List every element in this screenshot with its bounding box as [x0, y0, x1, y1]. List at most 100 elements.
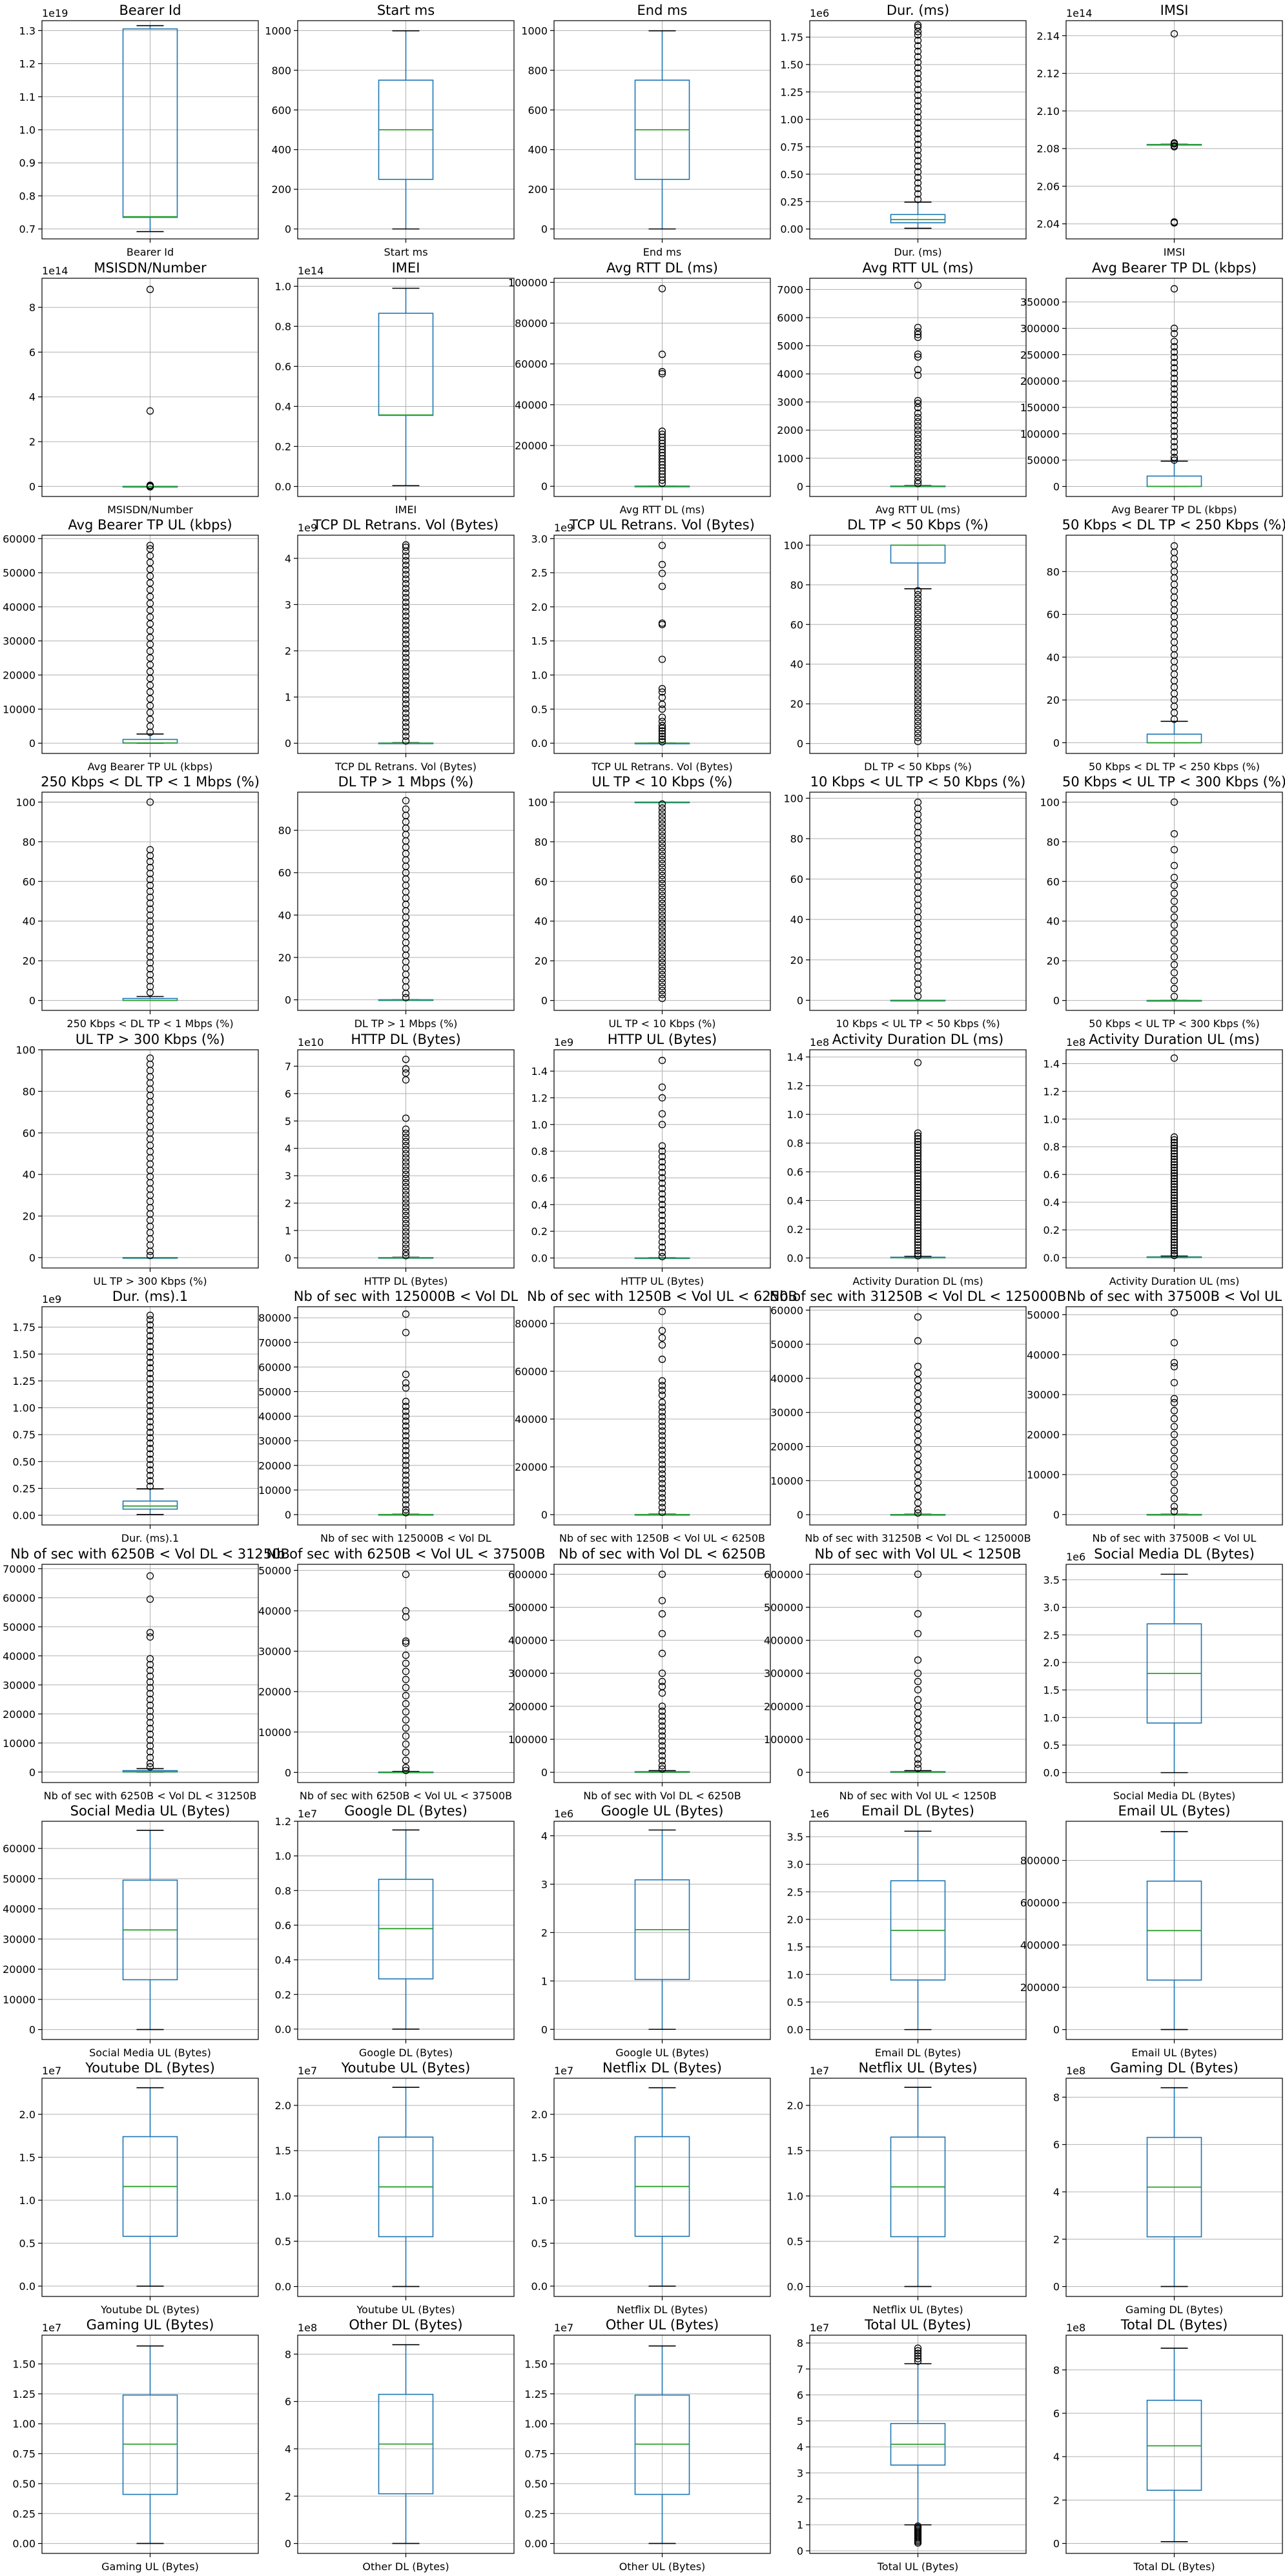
- y-tick-label: 4: [285, 1143, 291, 1155]
- y-tick-label: 800: [528, 65, 548, 77]
- y-tick-label: 20: [23, 1211, 36, 1223]
- x-tick-label: Other DL (Bytes): [362, 2561, 449, 2573]
- outlier-point: [1170, 953, 1178, 961]
- y-tick-label: 20: [1047, 694, 1060, 706]
- outlier-point: [914, 1224, 922, 1232]
- outlier-point: [914, 1748, 922, 1757]
- outlier-point: [914, 1229, 922, 1238]
- outlier-point: [914, 119, 922, 127]
- outlier-point: [1170, 561, 1178, 569]
- y-tick-label: 100000: [508, 276, 548, 289]
- outlier-point: [914, 1187, 922, 1194]
- outlier-point: [914, 413, 922, 422]
- outlier-point: [658, 943, 666, 951]
- iqr-box: [122, 1500, 178, 1510]
- outlier-point: [402, 957, 410, 966]
- chart-title: Nb of sec with 6250B < Vol UL < 37500B: [266, 1546, 545, 1562]
- outlier-point: [146, 894, 154, 901]
- outlier-point: [1170, 574, 1178, 582]
- x-tick-label: Email DL (Bytes): [875, 2047, 961, 2059]
- y-tick-label: 40000: [770, 1373, 803, 1385]
- y-tick-label: 600000: [764, 1568, 803, 1580]
- y-tick-label: 800000: [1020, 1855, 1060, 1867]
- outlier-point: [402, 1398, 410, 1406]
- y-tick-label: 0: [285, 737, 291, 750]
- outlier-point: [146, 1695, 154, 1703]
- outlier-point: [146, 695, 154, 703]
- outlier-point: [658, 1398, 666, 1406]
- outlier-point: [1170, 1487, 1178, 1495]
- y-tick-label: 1.0: [531, 670, 548, 682]
- outlier-point: [914, 1670, 922, 1677]
- outlier-point: [658, 1702, 666, 1710]
- y-tick-label: 0: [541, 2023, 548, 2036]
- outlier-point: [1170, 992, 1178, 1001]
- y-tick-label: 0.4: [787, 1194, 803, 1207]
- outlier-point: [914, 718, 922, 726]
- outlier-point: [146, 407, 154, 415]
- y-tick-label: 0: [797, 1766, 803, 1779]
- y-tick-label: 60: [23, 875, 36, 888]
- outlier-point: [658, 895, 666, 903]
- outlier-point: [146, 1418, 154, 1426]
- y-tick-label: 2: [285, 645, 291, 657]
- outlier-point: [914, 1212, 922, 1220]
- outlier-point: [402, 1675, 410, 1684]
- y-tick-label: 0.0: [787, 1252, 803, 1264]
- outlier-point: [402, 1668, 410, 1675]
- outlier-point: [658, 1670, 666, 1677]
- outlier-point: [1170, 1447, 1178, 1455]
- y-tick-label: 40: [23, 1169, 36, 1181]
- chart-title: Social Media DL (Bytes): [1094, 1546, 1255, 1562]
- y-tick-label: 60: [790, 618, 803, 631]
- outlier-point: [146, 1380, 154, 1388]
- y-tick-label: 0: [285, 2538, 291, 2550]
- axes-frame: [297, 792, 515, 1011]
- outlier-point: [658, 1185, 666, 1192]
- outlier-point: [402, 994, 410, 1001]
- y-tick-label: 1.5: [787, 2145, 803, 2157]
- y-tick-label: 1.0: [531, 2194, 548, 2207]
- iqr-box: [378, 2136, 434, 2238]
- outlier-point: [914, 422, 922, 430]
- iqr-box: [378, 999, 434, 1001]
- y-tick-label: 7000: [777, 283, 803, 296]
- iqr-box: [634, 2394, 690, 2495]
- outlier-point: [914, 702, 922, 710]
- outlier-point: [146, 545, 154, 553]
- outlier-point: [146, 681, 154, 690]
- outlier-point: [914, 1175, 922, 1183]
- outlier-point: [658, 1630, 666, 1638]
- outlier-point: [914, 2352, 922, 2360]
- axes-frame: [809, 1564, 1027, 1783]
- y-tick-label: 20000: [3, 1708, 36, 1721]
- outlier-point: [914, 1451, 922, 1459]
- outlier-point: [402, 1371, 410, 1378]
- outlier-point: [914, 460, 922, 468]
- outlier-point: [402, 983, 410, 991]
- outlier-point: [914, 646, 922, 654]
- outlier-point: [914, 2534, 922, 2542]
- outlier-point: [146, 1321, 154, 1329]
- y-tick-label: 0.0: [787, 2281, 803, 2293]
- outlier-point: [1170, 639, 1178, 646]
- chart-title: DL TP < 50 Kbps (%): [847, 517, 989, 533]
- outlier-point: [1170, 881, 1178, 890]
- outlier-point: [1170, 702, 1178, 710]
- outlier-point: [146, 1326, 154, 1334]
- outlier-point: [402, 919, 410, 928]
- y-tick-label: 3: [797, 2467, 803, 2479]
- outlier-point: [146, 1222, 154, 1231]
- outlier-point: [914, 1241, 922, 1249]
- outlier-point: [914, 1227, 922, 1234]
- outlier-point: [146, 1191, 154, 1199]
- y-tick-label: 2.0: [531, 2109, 548, 2121]
- outlier-point: [1170, 343, 1178, 351]
- axes-frame: [41, 1821, 259, 2040]
